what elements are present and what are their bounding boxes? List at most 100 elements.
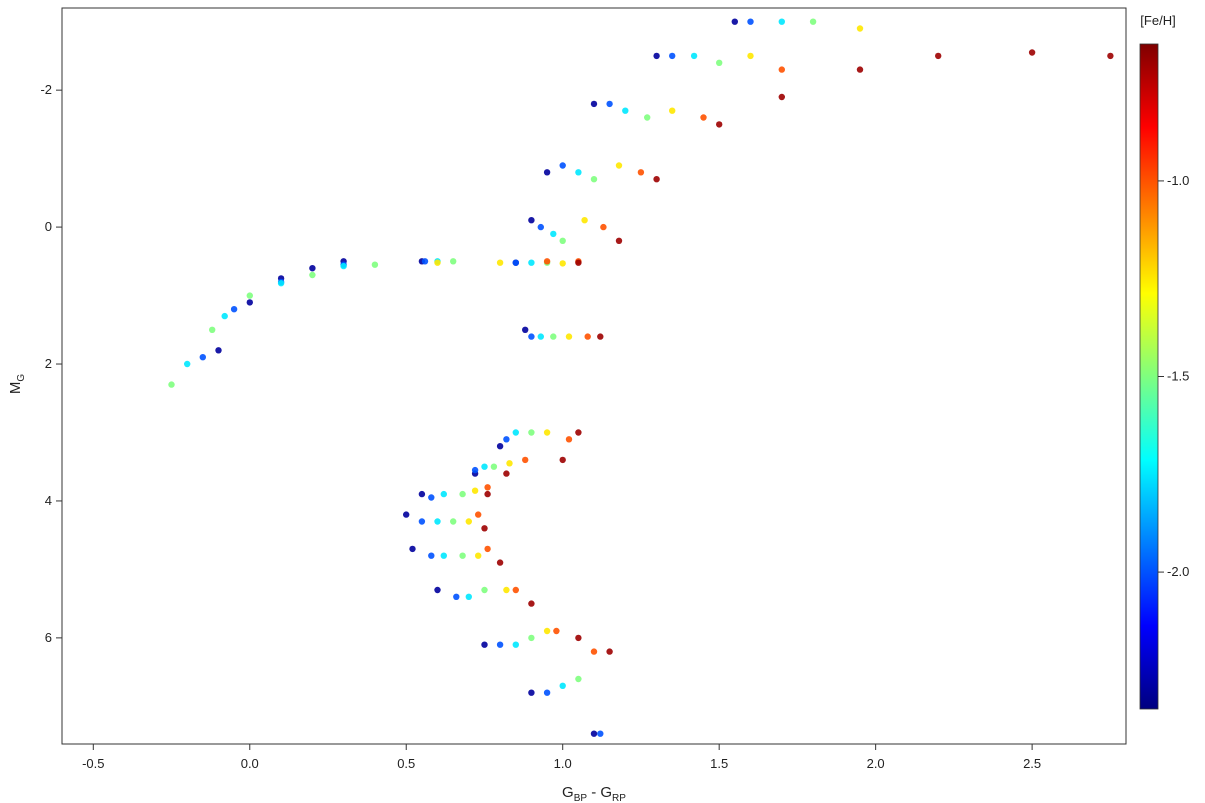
data-point: [575, 169, 582, 176]
data-point: [230, 306, 238, 313]
data-point: [428, 494, 435, 501]
data-point: [700, 114, 707, 121]
data-point: [935, 52, 942, 60]
data-point: [584, 333, 591, 340]
data-point: [246, 292, 253, 299]
data-point: [778, 18, 785, 25]
data-point: [575, 675, 582, 683]
data-point: [581, 217, 588, 224]
data-point: [669, 52, 676, 60]
y-tick-label: 2: [45, 356, 52, 371]
data-point: [537, 223, 544, 231]
data-point: [184, 360, 191, 368]
data-point: [575, 259, 582, 266]
data-point: [465, 518, 472, 525]
data-point: [459, 490, 466, 498]
data-point: [512, 641, 519, 648]
data-point: [221, 312, 228, 320]
data-point: [600, 223, 607, 231]
data-point: [309, 271, 316, 279]
data-point: [481, 586, 488, 594]
data-point: [644, 114, 651, 121]
data-point: [615, 237, 623, 244]
data-point: [690, 52, 698, 60]
data-point: [484, 490, 491, 498]
data-point: [669, 107, 676, 114]
data-point: [277, 280, 285, 287]
y-tick-label: 4: [45, 493, 52, 508]
data-point: [543, 429, 551, 436]
data-point: [559, 260, 566, 267]
data-point: [856, 66, 864, 73]
x-tick-label: 2.0: [867, 756, 885, 771]
data-point: [475, 511, 482, 518]
data-point: [434, 586, 441, 594]
data-point: [496, 559, 504, 566]
data-point: [590, 100, 598, 108]
data-point: [450, 258, 457, 265]
x-tick-label: 0.5: [397, 756, 415, 771]
data-point: [418, 490, 426, 498]
data-point: [496, 259, 504, 266]
data-point: [246, 299, 253, 306]
data-point: [606, 100, 613, 108]
data-point: [543, 689, 551, 696]
data-point: [553, 627, 560, 635]
data-point: [537, 333, 544, 340]
data-point: [471, 466, 479, 474]
data-point: [747, 52, 754, 60]
data-point: [434, 259, 441, 266]
data-point: [421, 258, 429, 265]
data-point: [522, 326, 529, 333]
data-point: [209, 326, 216, 333]
data-point: [550, 333, 557, 340]
data-point: [778, 93, 785, 101]
data-point: [653, 52, 660, 60]
x-tick-label: 2.5: [1023, 756, 1041, 771]
data-point: [403, 511, 410, 518]
data-point: [496, 443, 504, 450]
data-point: [434, 518, 441, 525]
data-point: [215, 347, 222, 354]
data-point: [409, 545, 416, 553]
y-axis-ticks: -2 0 2 4 6: [40, 82, 62, 645]
plot-area: [61, 7, 1127, 745]
data-point: [550, 230, 557, 238]
data-point: [168, 381, 175, 388]
data-point: [565, 436, 573, 443]
x-tick-label: 0.0: [241, 756, 259, 771]
data-point: [481, 525, 488, 532]
x-tick-label: -0.5: [82, 756, 104, 771]
data-points: [168, 18, 1114, 737]
data-point: [481, 463, 488, 470]
data-point: [809, 18, 817, 25]
data-point: [199, 354, 206, 361]
data-point: [716, 121, 723, 128]
data-point: [428, 552, 435, 559]
data-point: [565, 333, 573, 340]
data-point: [528, 333, 535, 340]
data-point: [528, 259, 535, 266]
data-point: [475, 552, 482, 559]
data-point: [471, 487, 479, 494]
data-point: [653, 176, 660, 183]
x-axis-label: GBP - GRP: [562, 784, 626, 803]
y-tick-label: 0: [45, 219, 52, 234]
data-point: [440, 490, 447, 498]
data-point: [747, 18, 754, 25]
data-point: [484, 545, 491, 553]
data-point: [528, 600, 535, 607]
data-point: [528, 689, 535, 696]
x-tick-label: 1.0: [554, 756, 572, 771]
data-point: [559, 162, 566, 169]
data-point: [490, 463, 498, 470]
y-tick-label: -2: [40, 82, 52, 97]
x-axis-ticks: -0.5 0.0 0.5 1.0 1.5 2.0 2.5: [82, 744, 1041, 771]
data-point: [590, 648, 598, 655]
data-point: [503, 470, 510, 477]
data-point: [597, 730, 604, 737]
data-point: [575, 634, 582, 642]
data-point: [418, 518, 426, 525]
data-point: [778, 66, 785, 73]
